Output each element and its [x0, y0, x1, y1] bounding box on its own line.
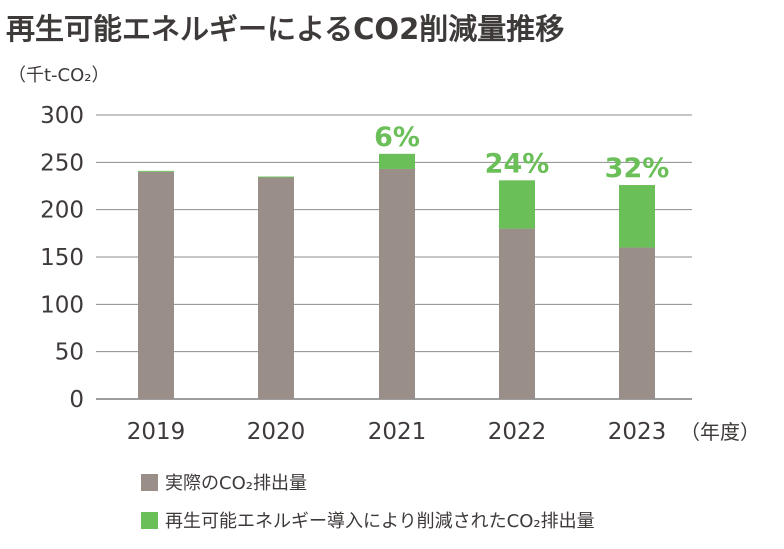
bar-2021-series-2 — [379, 153, 415, 169]
percent-annotations: 6% 24% 32% — [374, 122, 669, 184]
bar-2020-series-1 — [258, 177, 294, 399]
bar-2019-series-1 — [138, 171, 174, 399]
x-tick-label-2020: 2020 — [247, 419, 306, 445]
bar-2022-series-1 — [499, 228, 535, 399]
bar-2023-series-2 — [619, 185, 655, 248]
legend-swatch-1 — [141, 474, 158, 491]
bar-2022-series-2 — [499, 180, 535, 229]
x-axis-unit-label: （年度） — [680, 420, 760, 444]
bar-2019-series-2 — [138, 170, 174, 172]
y-tick-label-50: 50 — [55, 340, 84, 366]
y-axis-ticks: 0 50 100 150 200 250 300 — [40, 103, 84, 413]
y-tick-label-0: 0 — [69, 387, 84, 413]
y-tick-label-100: 100 — [40, 292, 84, 318]
chart-title: 再生可能エネルギーによるCO2削減量推移 — [6, 12, 565, 46]
bar-2023-series-1 — [619, 247, 655, 399]
bars — [138, 153, 655, 399]
y-tick-label-250: 250 — [40, 150, 84, 176]
legend-label-2: 再生可能エネルギー導入により削減されたCO₂排出量 — [165, 511, 595, 532]
x-tick-label-2021: 2021 — [368, 419, 427, 445]
x-tick-label-2022: 2022 — [488, 419, 547, 445]
y-tick-label-150: 150 — [40, 245, 84, 271]
bar-2020-series-2 — [258, 176, 294, 178]
bar-2021-series-1 — [379, 168, 415, 399]
y-axis-unit-label: （千t-CO₂） — [8, 65, 110, 86]
y-tick-label-300: 300 — [40, 103, 84, 129]
x-tick-label-2019: 2019 — [127, 419, 186, 445]
legend-swatch-2 — [141, 512, 158, 529]
annotation-2021: 6% — [374, 122, 420, 153]
annotation-2022: 24% — [485, 148, 550, 179]
x-axis-ticks: 2019 2020 2021 2022 2023 — [127, 419, 667, 445]
legend-label-1: 実際のCO₂排出量 — [165, 473, 307, 494]
annotation-2023: 32% — [605, 153, 670, 184]
x-tick-label-2023: 2023 — [608, 419, 667, 445]
y-tick-label-200: 200 — [40, 198, 84, 224]
